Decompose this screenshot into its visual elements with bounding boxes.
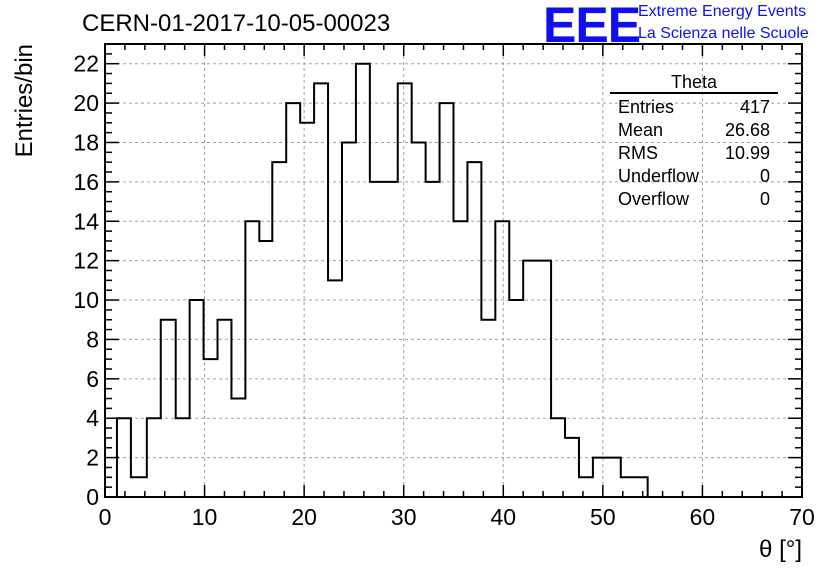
logo-line-1: Extreme Energy Events bbox=[638, 3, 807, 20]
histogram-bin bbox=[147, 418, 161, 497]
histogram-bin bbox=[231, 399, 245, 497]
stats-row-overflow: Overflow 0 bbox=[610, 188, 778, 211]
run-title: CERN-01-2017-10-05-00023 bbox=[82, 10, 391, 37]
x-tick-label: 50 bbox=[590, 504, 616, 530]
y-tick-label: 14 bbox=[73, 208, 99, 234]
stats-row-rms: RMS 10.99 bbox=[610, 142, 778, 165]
histogram-bin bbox=[537, 261, 551, 497]
stats-row-entries: Entries 417 bbox=[610, 96, 778, 119]
x-tick-label: 30 bbox=[391, 504, 417, 530]
y-tick-label: 20 bbox=[73, 90, 99, 116]
histogram-bin bbox=[370, 182, 384, 497]
histogram-bin bbox=[286, 103, 300, 497]
y-tick-label: 18 bbox=[73, 129, 99, 155]
stats-label: Underflow bbox=[618, 166, 700, 186]
stats-value: 0 bbox=[759, 189, 770, 209]
x-axis-label: θ [°] bbox=[759, 536, 802, 563]
histogram-bin bbox=[259, 241, 272, 497]
axis-ticks bbox=[104, 43, 803, 498]
histogram-bin bbox=[356, 64, 370, 497]
histogram-bin bbox=[481, 320, 495, 497]
histogram-bin bbox=[426, 182, 440, 497]
histogram-bin bbox=[384, 182, 398, 497]
y-tick-label: 22 bbox=[73, 51, 99, 77]
histogram-bin bbox=[117, 418, 131, 497]
y-tick-label: 2 bbox=[86, 445, 99, 471]
y-axis-label: Entries/bin bbox=[11, 44, 38, 157]
logo-line-2: La Scienza nelle Scuole bbox=[638, 25, 809, 42]
tick-labels: 0 10 20 30 40 50 60 70 0 2 4 6 8 10 12 14 16 18 20 22 bbox=[73, 51, 814, 530]
x-tick-label: 40 bbox=[490, 504, 516, 530]
histogram-bin bbox=[467, 162, 481, 497]
y-tick-label: 4 bbox=[86, 405, 99, 431]
x-tick-label: 70 bbox=[789, 504, 815, 530]
histogram-bin bbox=[131, 477, 147, 497]
stats-label: RMS bbox=[618, 143, 658, 163]
histogram-bin bbox=[314, 83, 328, 497]
y-tick-label: 6 bbox=[86, 366, 99, 392]
histogram-bin bbox=[607, 458, 621, 497]
histogram-bin bbox=[398, 83, 412, 497]
x-tick-label: 10 bbox=[192, 504, 218, 530]
stats-value: 417 bbox=[739, 97, 770, 117]
histogram-outline bbox=[115, 62, 649, 497]
histogram-bin bbox=[328, 280, 342, 497]
histogram-bin bbox=[245, 221, 259, 497]
histogram-bin bbox=[342, 142, 356, 497]
stats-label: Mean bbox=[618, 120, 664, 140]
stats-row-underflow: Underflow 0 bbox=[610, 165, 778, 188]
histogram-bin bbox=[634, 477, 648, 497]
histogram-bin bbox=[593, 458, 607, 497]
y-tick-label: 8 bbox=[86, 326, 99, 352]
histogram-bin bbox=[204, 359, 218, 497]
histogram-bin bbox=[579, 477, 593, 497]
histogram-bin bbox=[495, 221, 509, 497]
stats-label: Entries bbox=[618, 97, 675, 117]
histogram-bin bbox=[621, 477, 634, 497]
histogram-bin bbox=[440, 103, 454, 497]
x-tick-label: 0 bbox=[99, 504, 112, 530]
stats-box: Theta Entries 417 Mean 26.68 RMS 10.99 U… bbox=[610, 72, 778, 211]
stats-value: 10.99 bbox=[724, 143, 770, 163]
histogram-bin bbox=[551, 418, 565, 497]
histogram-bin bbox=[190, 300, 204, 497]
y-tick-label: 16 bbox=[73, 169, 99, 195]
y-tick-label: 0 bbox=[86, 484, 99, 510]
histogram-bin bbox=[272, 162, 286, 497]
stats-row-mean: Mean 26.68 bbox=[610, 119, 778, 142]
x-tick-label: 60 bbox=[690, 504, 716, 530]
stats-value: 0 bbox=[759, 166, 770, 186]
histogram-bin bbox=[523, 261, 537, 497]
histogram-bin bbox=[509, 300, 523, 497]
histogram-bin bbox=[161, 320, 176, 497]
stats-label: Overflow bbox=[618, 189, 690, 209]
histogram-bin bbox=[300, 123, 314, 497]
stats-value: 26.68 bbox=[724, 120, 770, 140]
y-tick-label: 10 bbox=[73, 287, 99, 313]
stats-title: Theta bbox=[610, 72, 778, 94]
histogram-bin bbox=[565, 438, 579, 497]
y-tick-label: 12 bbox=[73, 248, 99, 274]
x-tick-label: 20 bbox=[291, 504, 317, 530]
eee-logo: EEE bbox=[543, 0, 641, 53]
histogram-bin bbox=[176, 418, 190, 497]
histogram-bin bbox=[454, 221, 468, 497]
histogram-bin bbox=[412, 142, 426, 497]
histogram-bin bbox=[218, 320, 232, 497]
